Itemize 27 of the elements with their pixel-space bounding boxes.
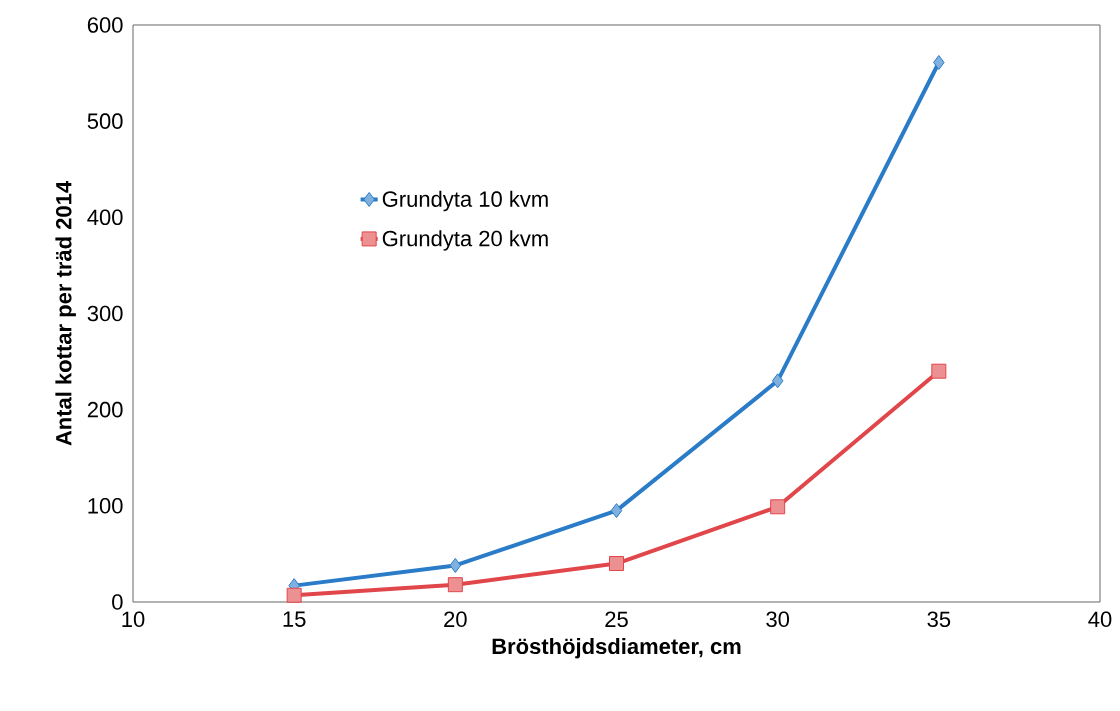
point: [933, 55, 945, 70]
y-tick-label: 500: [87, 113, 123, 129]
y-tick-label: 400: [87, 209, 123, 226]
x-tick-label: 30: [766, 611, 790, 628]
point: [447, 577, 463, 593]
point: [770, 499, 786, 515]
y-tick-label: 0: [112, 594, 123, 610]
y-axis-title: Antal kottar per träd 2014: [55, 180, 76, 446]
point: [449, 557, 462, 573]
y-tick-label: 100: [88, 498, 123, 514]
x-tick-label: 10: [122, 611, 145, 628]
x-tick-label: 20: [444, 611, 467, 628]
x-tick-label: 35: [927, 611, 951, 628]
legend-label: Grundyta 10 kvm: [382, 190, 548, 212]
y-tick-label: 600: [87, 17, 123, 33]
point: [931, 363, 947, 379]
x-tick-label: 25: [605, 611, 628, 628]
x-axis-title: Brösthöjdsdiameter, cm: [492, 637, 741, 659]
y-tick-label: 200: [87, 401, 123, 418]
point: [609, 556, 624, 572]
y-tick-label: 300: [87, 305, 123, 322]
legend-label: Grundyta 20 kvm: [382, 230, 548, 251]
point: [610, 503, 623, 519]
point: [286, 587, 302, 603]
point: [771, 373, 784, 389]
x-tick-label: 40: [1088, 611, 1112, 628]
x-tick-label: 15: [283, 611, 306, 627]
